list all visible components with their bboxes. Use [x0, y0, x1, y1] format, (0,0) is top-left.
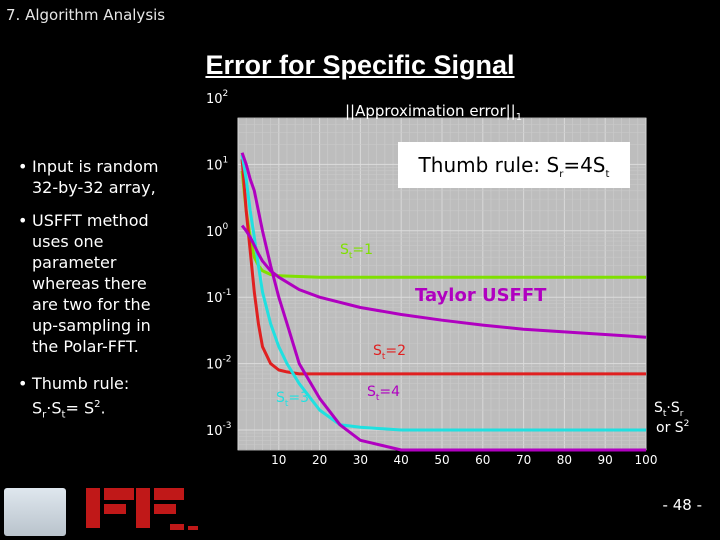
- x-tick-label: 90: [598, 453, 613, 467]
- chart-title: ||Approximation error||1: [345, 102, 522, 123]
- y-tick-labels: 102 101 100 10-1 10-2 10-3: [206, 89, 232, 439]
- x-tick-label: 60: [475, 453, 490, 467]
- bullet-dot-icon: •: [18, 157, 28, 176]
- y-tick-label: 101: [206, 155, 228, 173]
- bullet-dot-icon: •: [18, 211, 28, 230]
- bullet-input: • Input is random 32-by-32 array,: [18, 156, 173, 198]
- slide-header: 7. Algorithm Analysis: [6, 6, 166, 24]
- page-number: - 48 -: [662, 496, 702, 514]
- series-line-st-2: [240, 159, 646, 376]
- series-annotation: St=1: [340, 242, 373, 261]
- bullet-text: Input is random 32-by-32 array,: [32, 157, 159, 197]
- series-line-st-4: [240, 152, 646, 452]
- x-tick-label: 50: [434, 453, 449, 467]
- x-tick-label: 100: [635, 453, 658, 467]
- y-tick-label: 102: [206, 89, 228, 107]
- polar-bear-image: [4, 488, 66, 536]
- x-tick-label: 70: [516, 453, 531, 467]
- bullet-text: USFFT method uses one parameter whereas …: [32, 211, 151, 356]
- x-tick-label: 10: [271, 453, 286, 467]
- x-axis-label-alt: or S2: [656, 419, 689, 436]
- institution-logo: [86, 488, 198, 530]
- x-tick-label: 30: [353, 453, 368, 467]
- x-tick-labels: 10 20 30 40 50 60 70 80 90 100: [271, 453, 657, 467]
- bullet-thumb-rule: • Thumb rule: Sr·St= S2.: [18, 373, 173, 426]
- thumb-rule-box: Thumb rule: Sr=4St: [398, 142, 630, 188]
- bullet-text: Thumb rule: Sr·St= S2.: [32, 374, 130, 421]
- series-line-st-3: [240, 154, 646, 432]
- bullet-usfft: • USFFT method uses one parameter wherea…: [18, 210, 173, 357]
- x-axis-label: St·Sr: [654, 400, 684, 419]
- series-line-taylor-usfft: [240, 224, 647, 339]
- y-tick-label: 100: [206, 222, 229, 240]
- annotation-layer: St=1 Taylor USFFT St=2 St=3 St=4: [276, 242, 547, 409]
- x-tick-label: 40: [394, 453, 409, 467]
- series-annotation: St=3: [276, 390, 309, 409]
- series-annotation: Taylor USFFT: [415, 285, 547, 306]
- bullet-dot-icon: •: [18, 374, 28, 393]
- series-layer: [240, 152, 647, 452]
- x-tick-label: 80: [557, 453, 572, 467]
- y-tick-label: 10-1: [206, 288, 232, 306]
- slide-title: Error for Specific Signal: [205, 50, 515, 80]
- x-tick-label: 20: [312, 453, 327, 467]
- series-annotation: St=2: [373, 343, 406, 362]
- series-annotation: St=4: [367, 384, 400, 403]
- y-tick-label: 10-2: [206, 355, 232, 373]
- y-tick-label: 10-3: [206, 421, 232, 439]
